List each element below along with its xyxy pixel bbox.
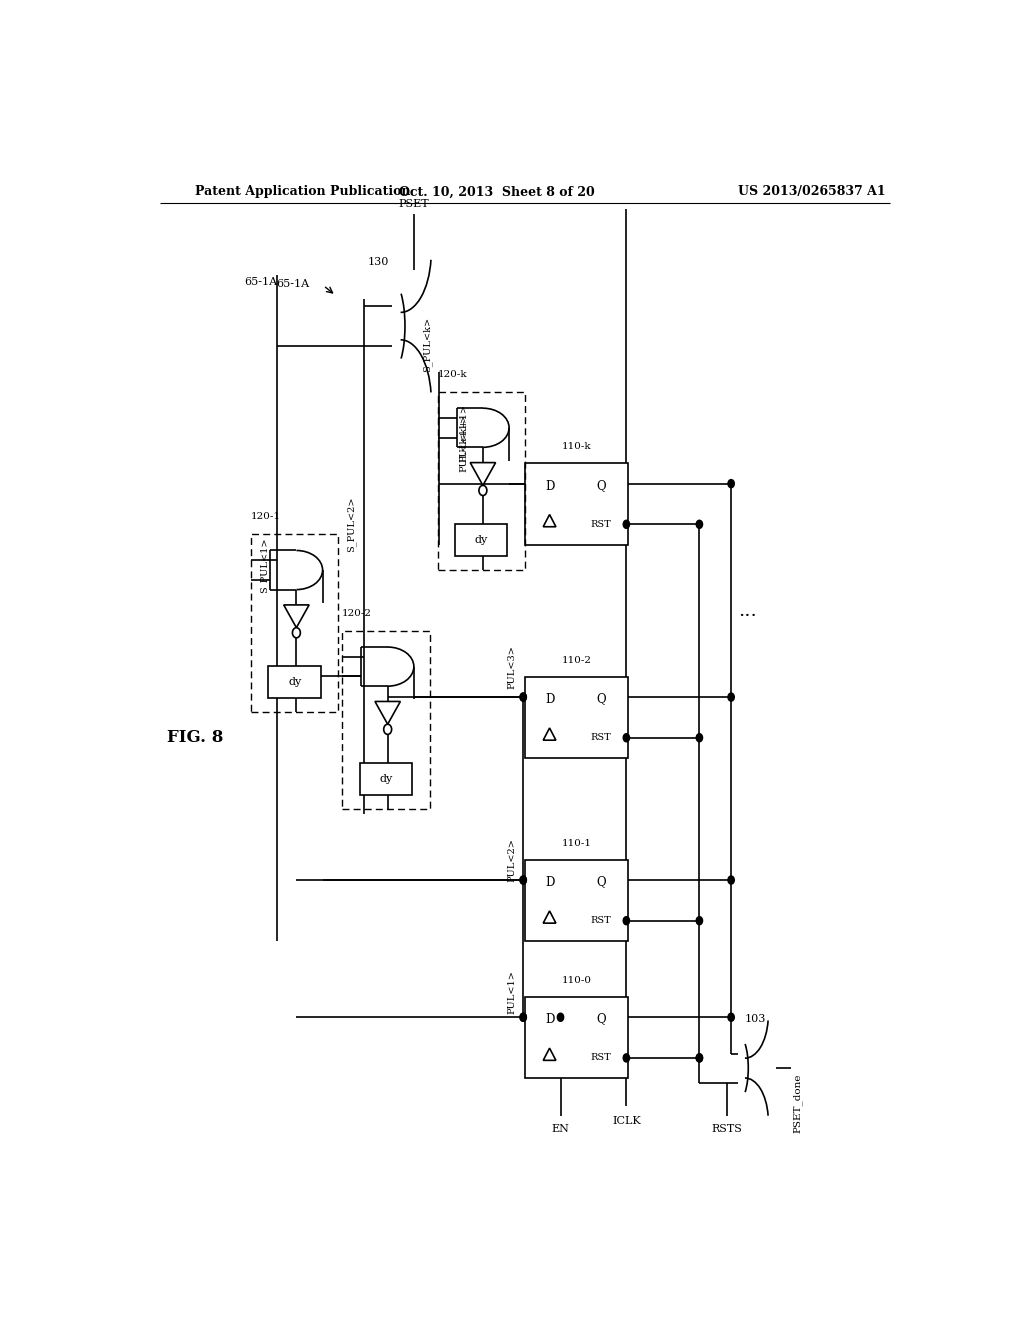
Text: 120-k: 120-k: [437, 370, 467, 379]
Text: RSTS: RSTS: [712, 1125, 742, 1134]
Bar: [359, 763, 412, 795]
Text: PUL<k+1>: PUL<k+1>: [460, 404, 468, 462]
Polygon shape: [543, 515, 556, 527]
Bar: [455, 524, 507, 556]
Text: 65-1A: 65-1A: [244, 277, 278, 288]
Text: Oct. 10, 2013  Sheet 8 of 20: Oct. 10, 2013 Sheet 8 of 20: [399, 185, 595, 198]
Circle shape: [293, 628, 300, 638]
Polygon shape: [543, 729, 556, 741]
Text: RST: RST: [591, 520, 611, 529]
Text: PSET_done: PSET_done: [793, 1073, 803, 1133]
Circle shape: [696, 734, 702, 742]
Text: dy: dy: [379, 774, 392, 784]
Text: 110-1: 110-1: [561, 838, 592, 847]
Circle shape: [520, 1014, 526, 1022]
Text: Q: Q: [596, 479, 606, 492]
Text: D: D: [545, 876, 554, 888]
Text: ...: ...: [737, 602, 757, 619]
Text: 110-k: 110-k: [561, 442, 591, 451]
Bar: [342, 631, 430, 809]
Circle shape: [728, 479, 734, 487]
Circle shape: [624, 734, 630, 742]
Text: FIG. 8: FIG. 8: [167, 729, 223, 746]
Text: S_PUL<1>: S_PUL<1>: [259, 537, 269, 593]
Bar: [524, 463, 628, 545]
Circle shape: [728, 693, 734, 701]
Polygon shape: [375, 701, 400, 725]
Text: 120-1: 120-1: [251, 512, 281, 521]
Text: 120-2: 120-2: [342, 609, 373, 618]
Circle shape: [384, 725, 391, 734]
Circle shape: [696, 520, 702, 528]
Text: 110-0: 110-0: [561, 975, 592, 985]
Text: RST: RST: [591, 1053, 611, 1063]
Bar: [437, 392, 524, 570]
Polygon shape: [543, 911, 556, 923]
Circle shape: [520, 693, 526, 701]
Polygon shape: [543, 1048, 556, 1060]
Bar: [524, 677, 628, 758]
Circle shape: [479, 486, 486, 495]
Text: PUL<1>: PUL<1>: [508, 970, 517, 1014]
Circle shape: [696, 1053, 702, 1063]
Circle shape: [520, 1014, 526, 1022]
Text: ICLK: ICLK: [612, 1115, 641, 1126]
Circle shape: [696, 1053, 702, 1063]
Circle shape: [624, 520, 630, 528]
Text: dy: dy: [288, 677, 301, 688]
Text: Q: Q: [596, 1012, 606, 1026]
Text: PUL<k+1>: PUL<k+1>: [460, 414, 468, 473]
Polygon shape: [284, 605, 309, 628]
Text: PUL<3>: PUL<3>: [508, 644, 517, 689]
Text: PSET: PSET: [398, 199, 429, 210]
Circle shape: [624, 916, 630, 925]
Text: Q: Q: [596, 692, 606, 705]
Text: RST: RST: [591, 733, 611, 742]
Text: 103: 103: [744, 1014, 766, 1024]
Text: Patent Application Publication: Patent Application Publication: [196, 185, 411, 198]
Bar: [524, 859, 628, 941]
Circle shape: [520, 876, 526, 884]
Circle shape: [624, 1053, 630, 1063]
Circle shape: [557, 1014, 563, 1022]
Text: S_PUL<2>: S_PUL<2>: [347, 496, 356, 552]
Text: dy: dy: [474, 535, 487, 545]
Text: 110-2: 110-2: [561, 656, 592, 664]
Text: Q: Q: [596, 875, 606, 888]
Polygon shape: [470, 462, 496, 486]
Circle shape: [520, 693, 526, 701]
Circle shape: [728, 1014, 734, 1022]
Text: S_PUL<k>: S_PUL<k>: [423, 317, 432, 372]
Circle shape: [696, 916, 702, 925]
Bar: [268, 667, 321, 698]
Circle shape: [520, 876, 526, 884]
Text: RST: RST: [591, 916, 611, 925]
Text: PUL<2>: PUL<2>: [508, 838, 517, 882]
Text: 65-1A: 65-1A: [275, 280, 309, 289]
Circle shape: [728, 876, 734, 884]
Text: D: D: [545, 479, 554, 492]
Text: D: D: [545, 693, 554, 706]
Text: US 2013/0265837 A1: US 2013/0265837 A1: [738, 185, 886, 198]
Bar: [524, 997, 628, 1078]
Text: EN: EN: [552, 1125, 569, 1134]
Bar: [251, 535, 338, 713]
Text: 130: 130: [368, 257, 389, 267]
Text: D: D: [545, 1014, 554, 1026]
